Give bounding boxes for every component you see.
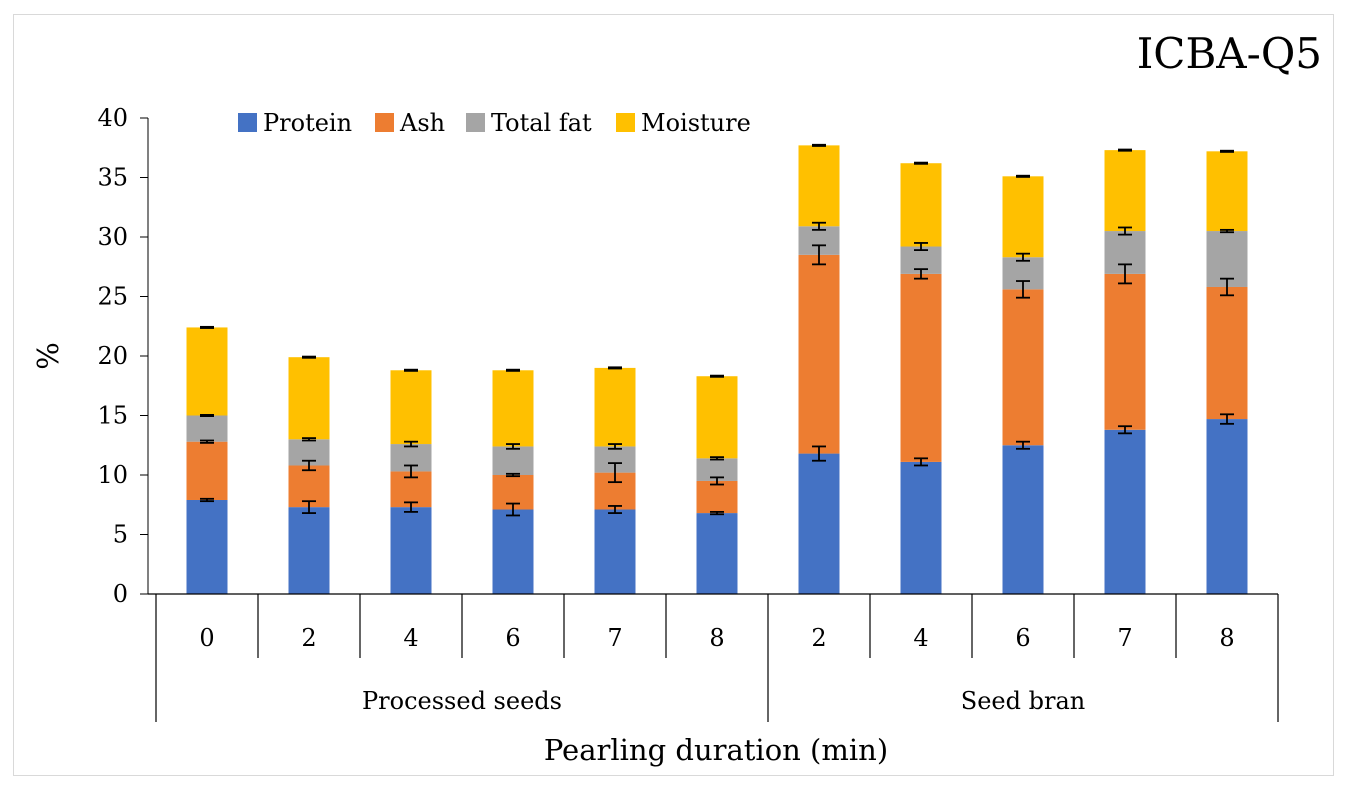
y-tick-label: 0: [113, 580, 128, 608]
legend-swatch: [466, 113, 485, 132]
bar-total-fat: [186, 415, 228, 442]
y-tick-label: 20: [97, 342, 128, 370]
x-tick-label: 8: [1219, 624, 1234, 652]
x-tick-label: 7: [607, 624, 622, 652]
legend-label: Protein: [263, 109, 352, 137]
bar-moisture: [1206, 151, 1248, 232]
bar-moisture: [1002, 176, 1044, 258]
x-tick-label: 7: [1117, 624, 1132, 652]
bar-protein: [1104, 429, 1146, 594]
x-tick-label: 6: [505, 624, 520, 652]
bar-ash: [798, 254, 840, 454]
bar-ash: [900, 273, 942, 462]
bar-moisture: [594, 367, 636, 447]
bar-protein: [390, 507, 432, 594]
bar-protein: [288, 507, 330, 594]
chart-title: ICBA-Q5: [1137, 29, 1322, 78]
bar-moisture: [186, 327, 228, 416]
bar-protein: [696, 513, 738, 594]
x-axis-title: Pearling duration (min): [544, 733, 888, 767]
x-axis: 0 2 4 6 7 8 2 4 6 7 8 Processed seeds Seed bran: [148, 593, 1279, 722]
group-label: Seed bran: [961, 687, 1085, 715]
x-tick-label: 4: [403, 624, 418, 652]
bar-total-fat: [1206, 231, 1248, 287]
bar-ash: [1104, 273, 1146, 430]
legend-swatch: [375, 113, 394, 132]
legend: Protein Ash Total fat Moisture: [238, 109, 751, 137]
bar-moisture: [1104, 150, 1146, 232]
y-tick-label: 25: [97, 283, 128, 311]
x-tick-label: 4: [913, 624, 928, 652]
bar-ash: [186, 441, 228, 500]
bar-ash: [1002, 289, 1044, 446]
y-axis: 0 5 10 15 20 25 30 35 40: [97, 104, 149, 608]
legend-label: Moisture: [641, 109, 751, 137]
bar-total-fat: [696, 458, 738, 481]
x-tick-label: 8: [709, 624, 724, 652]
y-tick-label: 35: [97, 164, 128, 192]
y-tick-label: 10: [97, 461, 128, 489]
y-tick-label: 30: [97, 223, 128, 251]
bar-ash: [1206, 286, 1248, 420]
error-bars-layer: [200, 143, 1234, 517]
bar-total-fat: [492, 446, 534, 475]
bar-moisture: [900, 163, 942, 247]
bar-protein: [1002, 445, 1044, 594]
bar-protein: [1206, 419, 1248, 594]
bar-protein: [186, 499, 228, 594]
y-tick-label: 5: [113, 521, 128, 549]
legend-swatch: [616, 113, 635, 132]
bar-ash: [288, 465, 330, 508]
legend-label: Ash: [399, 109, 445, 137]
bar-moisture: [390, 370, 432, 445]
bar-protein: [798, 453, 840, 594]
bar-protein: [492, 509, 534, 594]
legend-label: Total fat: [491, 109, 592, 137]
bar-moisture: [492, 370, 534, 447]
x-tick-label: 2: [301, 624, 316, 652]
bar-moisture: [798, 145, 840, 227]
legend-swatch: [238, 113, 257, 132]
bar-moisture: [288, 357, 330, 440]
x-tick-label: 2: [811, 624, 826, 652]
y-axis-title: %: [31, 342, 65, 370]
bar-protein: [594, 509, 636, 594]
y-tick-label: 40: [97, 104, 128, 132]
bar-moisture: [696, 376, 738, 459]
bars-layer: [186, 145, 1248, 594]
y-tick-label: 15: [97, 402, 128, 430]
bar-ash: [696, 480, 738, 514]
x-tick-label: 6: [1015, 624, 1030, 652]
bar-protein: [900, 461, 942, 594]
x-tick-label: 0: [199, 624, 214, 652]
group-label: Processed seeds: [362, 687, 562, 715]
